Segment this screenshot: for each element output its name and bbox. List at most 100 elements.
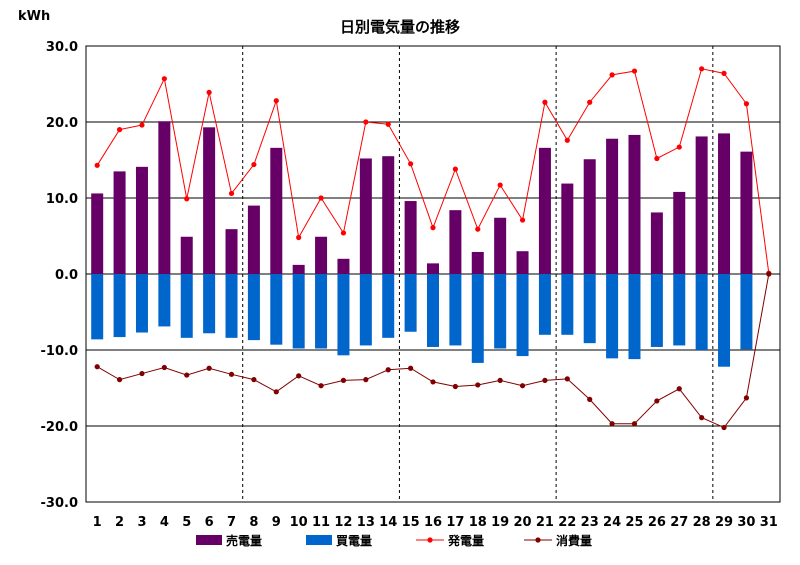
point-generation xyxy=(475,226,481,232)
point-consumption xyxy=(699,415,705,421)
bar-buy xyxy=(113,274,126,338)
bar-buy xyxy=(673,274,686,346)
x-tick-label: 4 xyxy=(160,515,169,530)
bar-buy xyxy=(247,274,260,341)
point-generation xyxy=(161,76,167,82)
bar-sell xyxy=(561,183,574,274)
point-generation xyxy=(385,121,391,127)
bar-buy xyxy=(561,274,574,335)
y-tick-label: -20.0 xyxy=(41,420,78,435)
legend-label: 買電量 xyxy=(336,534,372,548)
bar-buy xyxy=(427,274,439,347)
x-tick-label: 25 xyxy=(625,515,643,530)
x-tick-label: 10 xyxy=(290,515,308,530)
point-consumption xyxy=(296,373,302,379)
point-consumption xyxy=(542,377,548,383)
point-generation xyxy=(699,66,705,72)
point-consumption xyxy=(408,365,414,371)
x-tick-label: 14 xyxy=(379,515,397,530)
point-consumption xyxy=(721,424,727,431)
x-tick-label: 13 xyxy=(357,515,375,530)
x-tick-label: 31 xyxy=(760,515,778,530)
point-generation xyxy=(452,166,458,172)
point-generation xyxy=(296,234,302,241)
point-generation xyxy=(139,122,145,128)
legend-swatch xyxy=(306,535,332,545)
point-consumption xyxy=(206,365,212,371)
x-tick-label: 6 xyxy=(205,515,214,530)
x-tick-label: 2 xyxy=(115,515,124,530)
point-consumption xyxy=(161,364,167,371)
chart-title: 日別電気量の推移 xyxy=(340,18,460,36)
x-tick-label: 3 xyxy=(137,515,146,530)
point-generation xyxy=(721,70,727,76)
point-consumption xyxy=(743,395,750,401)
bar-buy xyxy=(583,274,596,344)
bar-buy xyxy=(516,274,529,357)
x-tick-label: 18 xyxy=(469,515,487,530)
point-consumption xyxy=(363,377,369,383)
point-generation xyxy=(251,161,257,168)
bar-sell xyxy=(91,193,104,274)
point-consumption xyxy=(654,398,660,404)
point-consumption xyxy=(340,377,347,383)
bar-buy xyxy=(740,274,753,350)
bar-buy xyxy=(225,274,238,338)
y-tick-label: 10.0 xyxy=(46,192,78,207)
bar-sell xyxy=(247,205,260,274)
y-tick-label: 30.0 xyxy=(46,40,78,55)
x-tick-label: 29 xyxy=(715,515,733,530)
x-tick-label: 28 xyxy=(693,515,711,530)
bar-buy xyxy=(494,274,507,349)
bar-buy xyxy=(650,274,663,347)
bar-sell xyxy=(740,151,753,274)
legend-label: 発電量 xyxy=(447,533,484,548)
point-generation xyxy=(206,89,212,95)
point-generation xyxy=(408,161,414,167)
x-tick-label: 21 xyxy=(536,515,554,530)
y-tick-label: 20.0 xyxy=(46,116,78,131)
x-tick-label: 24 xyxy=(603,515,621,530)
bar-sell xyxy=(337,258,350,274)
bar-sell xyxy=(673,191,686,274)
point-consumption xyxy=(318,383,324,389)
point-consumption xyxy=(139,370,145,377)
bar-sell xyxy=(538,147,551,274)
point-consumption xyxy=(564,376,570,382)
x-tick-label: 5 xyxy=(182,515,191,530)
bar-sell xyxy=(158,121,171,275)
bar-sell xyxy=(315,236,328,274)
point-generation xyxy=(519,217,526,223)
bar-buy xyxy=(270,274,283,345)
bar-buy xyxy=(538,274,551,335)
x-tick-label: 9 xyxy=(272,515,281,530)
bar-sell xyxy=(382,156,395,274)
bar-sell xyxy=(113,171,126,274)
x-tick-label: 16 xyxy=(424,515,442,530)
bar-sell xyxy=(606,138,619,274)
bar-sell xyxy=(359,158,372,274)
x-tick-label: 27 xyxy=(670,515,688,530)
point-consumption xyxy=(430,379,436,385)
point-generation xyxy=(116,127,123,133)
point-consumption xyxy=(251,377,257,383)
point-generation xyxy=(228,190,235,197)
y-tick-label: 0.0 xyxy=(55,268,78,283)
point-generation xyxy=(564,137,570,143)
point-consumption xyxy=(184,372,190,378)
x-tick-label: 11 xyxy=(312,515,330,530)
legend-label: 消費量 xyxy=(556,533,592,548)
point-consumption xyxy=(452,383,458,390)
bar-sell xyxy=(225,229,238,274)
bar-sell xyxy=(270,147,283,274)
bar-buy xyxy=(135,274,148,333)
x-tick-label: 23 xyxy=(581,515,599,530)
bar-sell xyxy=(404,201,417,274)
bar-buy xyxy=(471,274,484,363)
y-tick-label: -30.0 xyxy=(41,496,78,511)
point-consumption xyxy=(273,389,279,395)
point-consumption xyxy=(385,367,391,373)
bar-sell xyxy=(494,217,507,274)
bar-sell xyxy=(650,212,663,274)
bar-sell xyxy=(180,236,193,274)
